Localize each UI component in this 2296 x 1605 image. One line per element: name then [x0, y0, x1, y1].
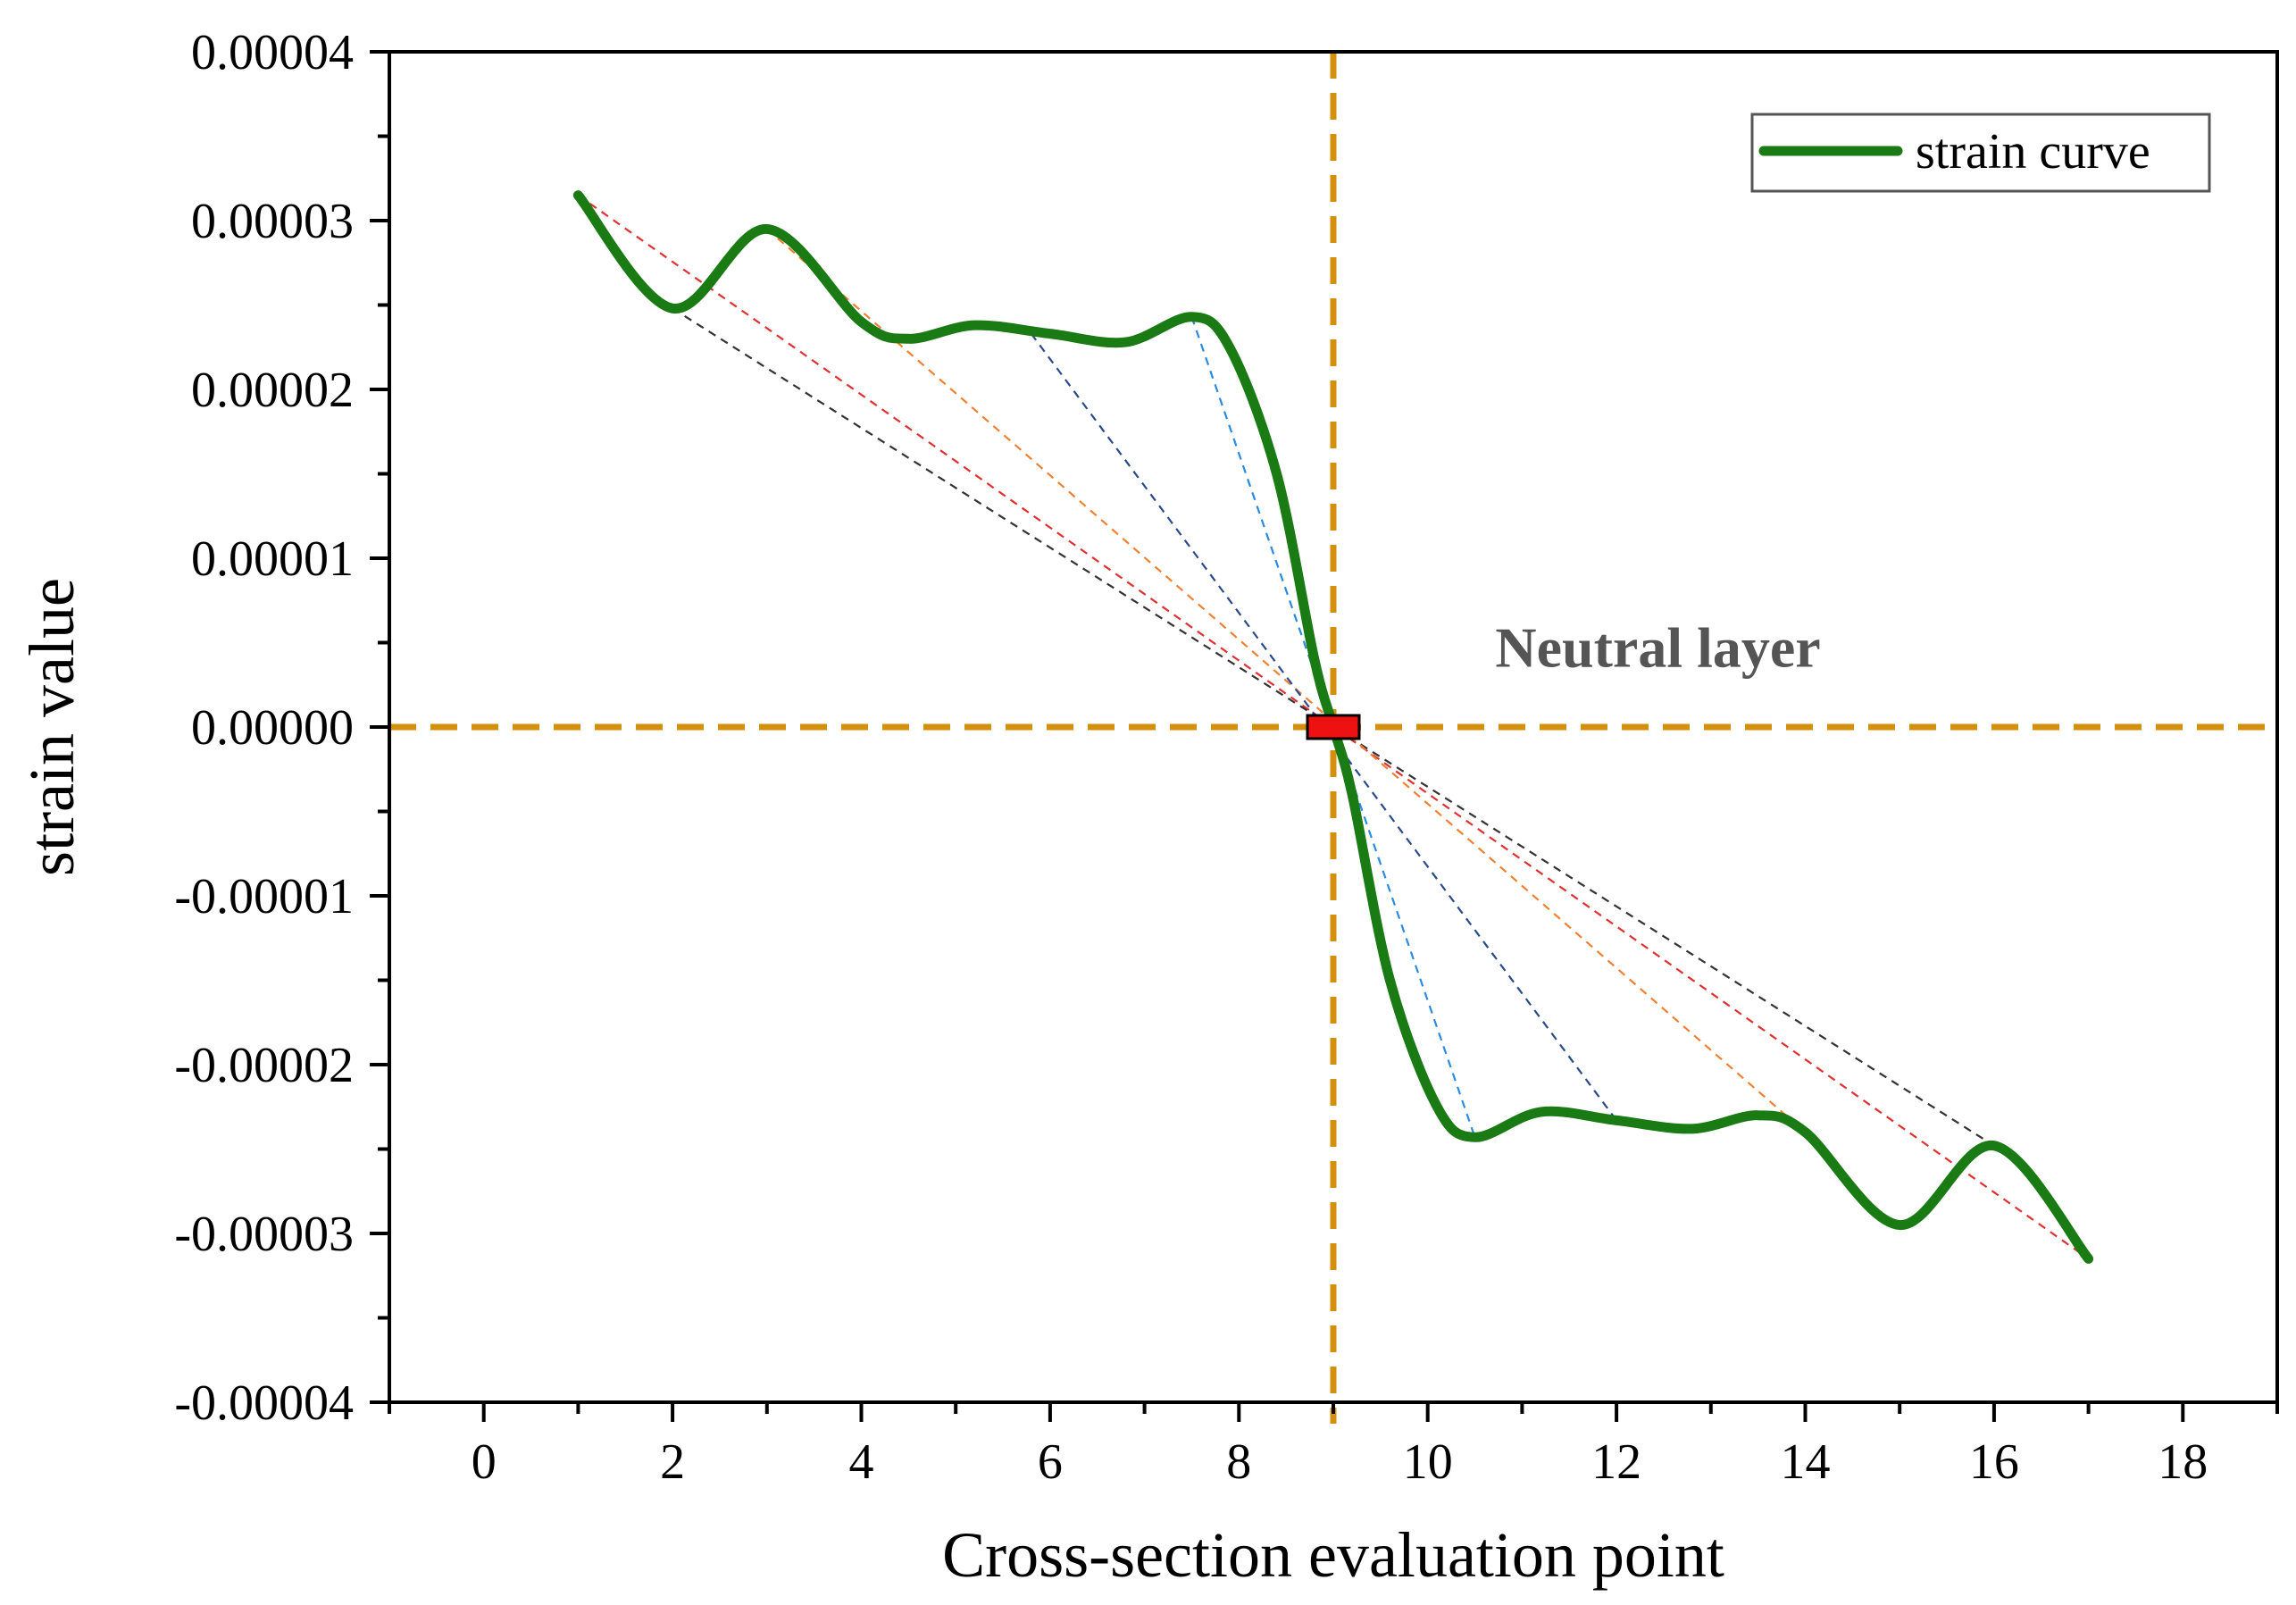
y-tick-label-0: -0.00004	[174, 1375, 354, 1431]
x-tick-label-2: 4	[849, 1434, 874, 1490]
guide-line-2	[766, 228, 1807, 1133]
x-tick-label-6: 12	[1591, 1434, 1641, 1490]
guide-line-0	[577, 194, 2090, 1260]
guide-line-1	[672, 307, 1995, 1147]
x-tick-label-7: 14	[1781, 1434, 1831, 1490]
y-tick-label-8: 0.00004	[191, 25, 354, 80]
y-tick-label-6: 0.00002	[191, 363, 354, 418]
legend: strain curve	[1750, 113, 2211, 193]
y-tick-label-2: -0.00002	[174, 1038, 354, 1093]
y-axis-ticks: -0.00004 -0.00003 -0.00002 -0.00001 0.00000 0…	[174, 25, 389, 1431]
x-tick-label-3: 6	[1038, 1434, 1063, 1490]
neutral-layer-annotation: Neutral layer	[1495, 615, 1820, 679]
y-axis-title: strain value	[16, 578, 88, 876]
x-tick-label-1: 2	[660, 1434, 685, 1490]
x-axis-title: Cross-section evaluation point	[942, 1519, 1724, 1591]
reference-lines	[389, 52, 2277, 1424]
x-tick-label-4: 8	[1226, 1434, 1251, 1490]
x-axis-ticks: 0 2 4 6 8 10 12 14 16 18	[388, 1402, 2279, 1490]
x-tick-label-0: 0	[472, 1434, 497, 1490]
y-tick-label-5: 0.00001	[191, 531, 354, 587]
neutral-point-marker	[1306, 714, 1361, 740]
x-tick-label-8: 16	[1969, 1434, 2019, 1490]
legend-label-strain-curve: strain curve	[1916, 124, 2150, 180]
y-tick-label-7: 0.00003	[191, 194, 354, 249]
y-tick-label-1: -0.00003	[174, 1207, 354, 1262]
y-tick-label-4: 0.00000	[191, 700, 354, 756]
x-tick-label-5: 10	[1403, 1434, 1453, 1490]
x-tick-label-9: 18	[2158, 1434, 2208, 1490]
y-tick-label-3: -0.00001	[174, 869, 354, 924]
